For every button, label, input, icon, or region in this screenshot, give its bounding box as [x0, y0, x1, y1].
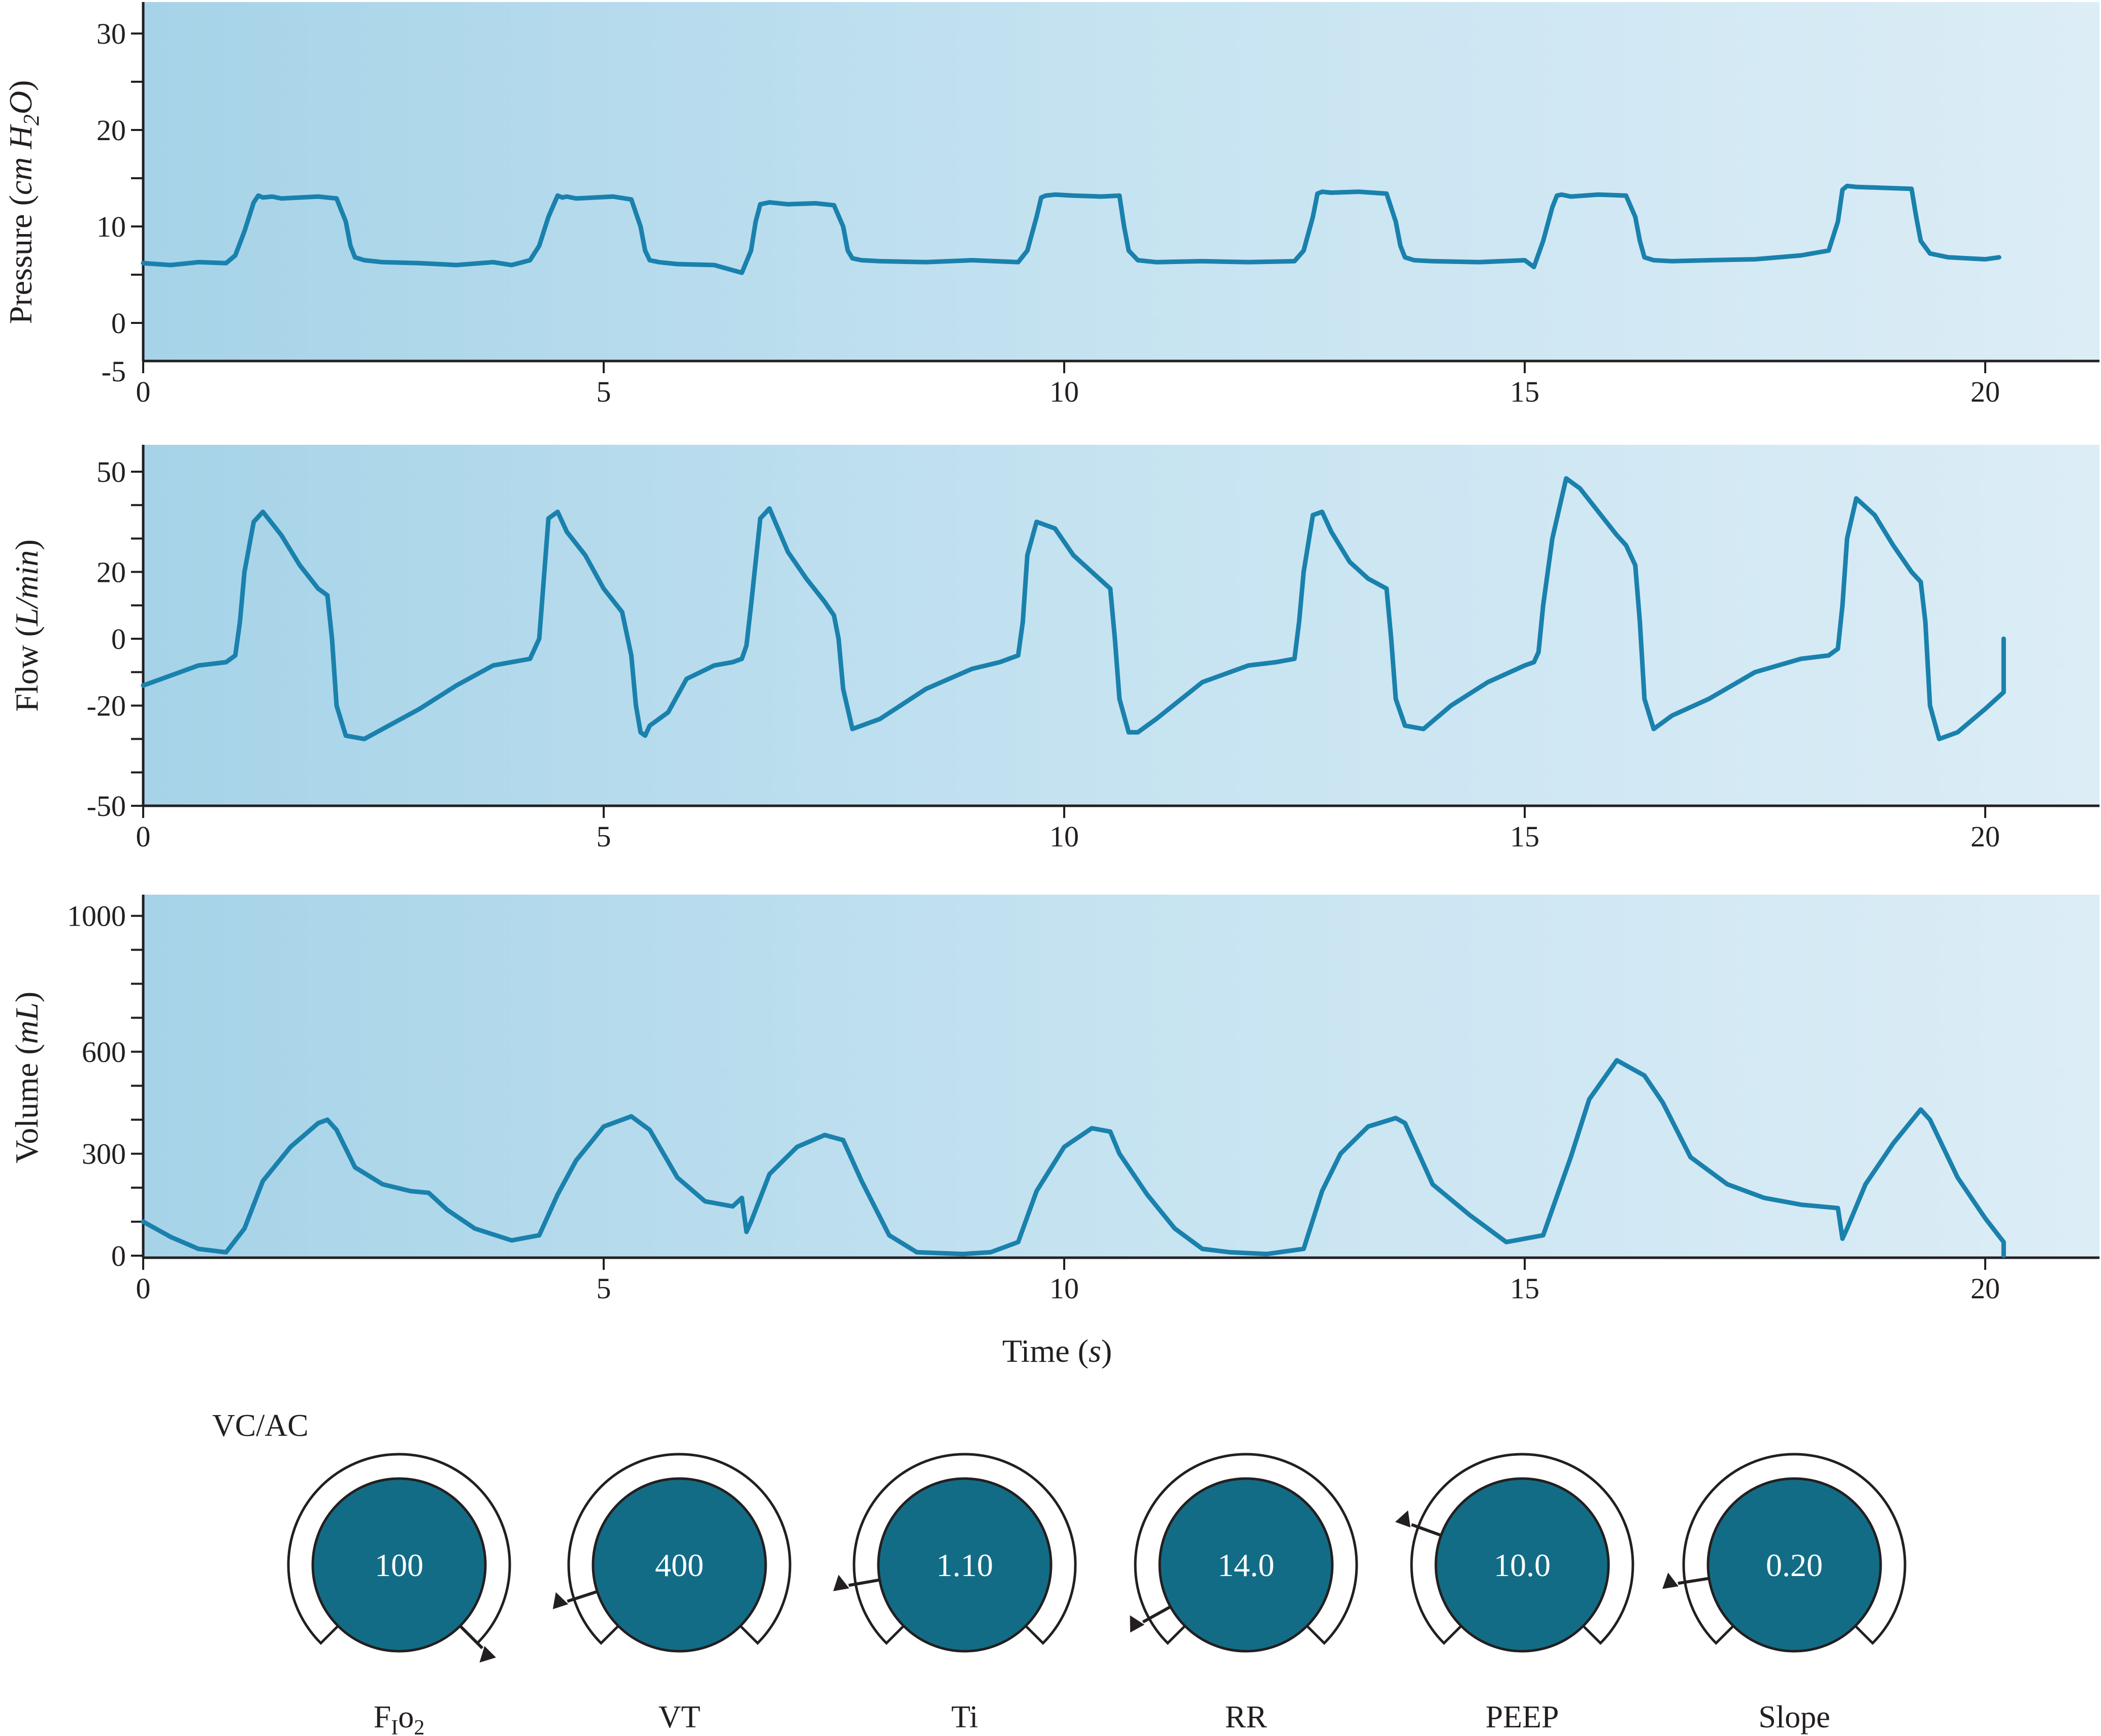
knob-1[interactable]: 100 FIo2: [287, 1453, 511, 1736]
volume-x-tick-label: 10: [1049, 1272, 1079, 1305]
flow-trace: [141, 476, 2006, 741]
knob-pointer-arrow: [1662, 1573, 1679, 1589]
volume-axis-label: Volume (mL): [9, 992, 45, 1163]
knob-pointer: [1142, 1605, 1171, 1624]
mode-label: VC/AC: [212, 1409, 308, 1443]
ventilator-controls: VC/AC 100 FIo2 400 VT 1.10 Ti 14.0 RR 10.0 PEEP 0.…: [212, 1409, 1907, 1736]
knob-label: Ti: [951, 1700, 978, 1734]
flow-x-tick-label: 15: [1510, 820, 1539, 853]
knob-5[interactable]: 10.0 PEEP: [1395, 1453, 1634, 1734]
pressure-x-tick-label: 15: [1510, 375, 1539, 408]
knob-pointer-arrow: [552, 1592, 569, 1610]
knob-value: 100: [375, 1547, 423, 1583]
knob-4[interactable]: 14.0 RR: [1130, 1453, 1358, 1734]
volume-y-tick-label: 600: [82, 1035, 126, 1068]
pressure-x-tick-label: 0: [136, 375, 151, 408]
flow-y-tick-label: -50: [87, 790, 126, 823]
knob-label: VT: [659, 1700, 701, 1734]
knob-body[interactable]: [1706, 1477, 1882, 1653]
knob-pointer: [848, 1578, 880, 1587]
pressure-y-tick-label: 30: [96, 17, 126, 50]
knob-3[interactable]: 1.10 Ti: [833, 1453, 1077, 1734]
volume-y-tick-label: 0: [111, 1239, 126, 1272]
knob-pointer: [567, 1590, 598, 1603]
pressure-y-tick-label: -5: [102, 355, 126, 388]
flow-y-tick-label: 20: [96, 555, 126, 588]
knob-pointer: [1410, 1523, 1442, 1537]
knob-body[interactable]: [311, 1477, 487, 1653]
volume-plot-area: [143, 895, 2099, 1258]
knob-label: PEEP: [1486, 1700, 1559, 1734]
knob-pointer-arrow: [479, 1646, 496, 1663]
flow-y-tick-label: 0: [111, 623, 126, 656]
knob-body[interactable]: [877, 1477, 1053, 1653]
knob-value: 400: [655, 1547, 704, 1583]
volume-trace: [141, 1058, 2006, 1258]
pressure-y-tick-label: 20: [96, 114, 126, 147]
knob-pointer-arrow: [833, 1575, 849, 1591]
volume-ticks: 0 300 600 1000 0 5 10 15 20: [67, 895, 2099, 1305]
volume-y-tick-label: 1000: [67, 900, 126, 933]
knob-row: 100 FIo2 400 VT 1.10 Ti 14.0 RR 10.0 PEEP 0.20 Slop…: [287, 1453, 1907, 1736]
knob-body[interactable]: [592, 1477, 767, 1653]
pressure-x-tick-label: 10: [1049, 375, 1079, 408]
time-axis-label: Time (s): [1002, 1333, 1112, 1369]
volume-chart: 0 300 600 1000 0 5 10 15 20 Volume (mL) Time (s): [9, 895, 2099, 1369]
flow-plot-area: [143, 445, 2099, 806]
pressure-ticks: -5 0 10 20 30 0 5 10 15 20: [96, 2, 2099, 408]
knob-pointer: [459, 1625, 484, 1650]
volume-x-tick-label: 20: [1971, 1272, 2000, 1305]
flow-ticks: -50 -20 0 20 50 0 5 10 15 20: [87, 445, 2099, 853]
knob-value: 1.10: [936, 1547, 993, 1583]
flow-y-tick-label: 50: [96, 455, 126, 488]
knob-pointer: [1678, 1577, 1710, 1585]
knob-label: FIo2: [374, 1700, 424, 1736]
knob-body[interactable]: [1158, 1477, 1334, 1653]
knob-value: 0.20: [1766, 1547, 1823, 1583]
pressure-x-tick-label: 5: [597, 375, 611, 408]
flow-x-tick-label: 10: [1049, 820, 1079, 853]
knob-6[interactable]: 0.20 Slope: [1662, 1453, 1907, 1734]
flow-chart: -50 -20 0 20 50 0 5 10 15 20 Flow (L/min): [9, 445, 2099, 853]
pressure-y-tick-label: 0: [111, 307, 126, 340]
knob-pointer-arrow: [1130, 1615, 1144, 1633]
pressure-trace: [141, 183, 2001, 275]
pressure-axis-label: Pressure (cm H2O): [3, 80, 44, 324]
knob-2[interactable]: 400 VT: [552, 1453, 792, 1734]
volume-x-tick-label: 5: [597, 1272, 611, 1305]
flow-x-tick-label: 0: [136, 820, 151, 853]
knob-value: 10.0: [1494, 1547, 1551, 1583]
knob-value: 14.0: [1218, 1547, 1274, 1583]
knob-pointer-arrow: [1395, 1510, 1410, 1528]
pressure-y-tick-label: 10: [96, 210, 126, 243]
knob-body[interactable]: [1434, 1477, 1610, 1653]
flow-x-tick-label: 5: [597, 820, 611, 853]
flow-x-tick-label: 20: [1971, 820, 2000, 853]
volume-x-tick-label: 0: [136, 1272, 151, 1305]
pressure-chart: -5 0 10 20 30 0 5 10 15 20 Pressure (cm H2O): [3, 2, 2099, 408]
volume-x-tick-label: 15: [1510, 1272, 1539, 1305]
pressure-x-tick-label: 20: [1971, 375, 2000, 408]
volume-y-tick-label: 300: [82, 1137, 126, 1170]
pressure-plot-area: [143, 2, 2099, 361]
flow-axis-label: Flow (L/min): [9, 539, 45, 712]
flow-y-tick-label: -20: [87, 690, 126, 723]
knob-label: RR: [1225, 1700, 1267, 1734]
knob-label: Slope: [1758, 1700, 1830, 1734]
